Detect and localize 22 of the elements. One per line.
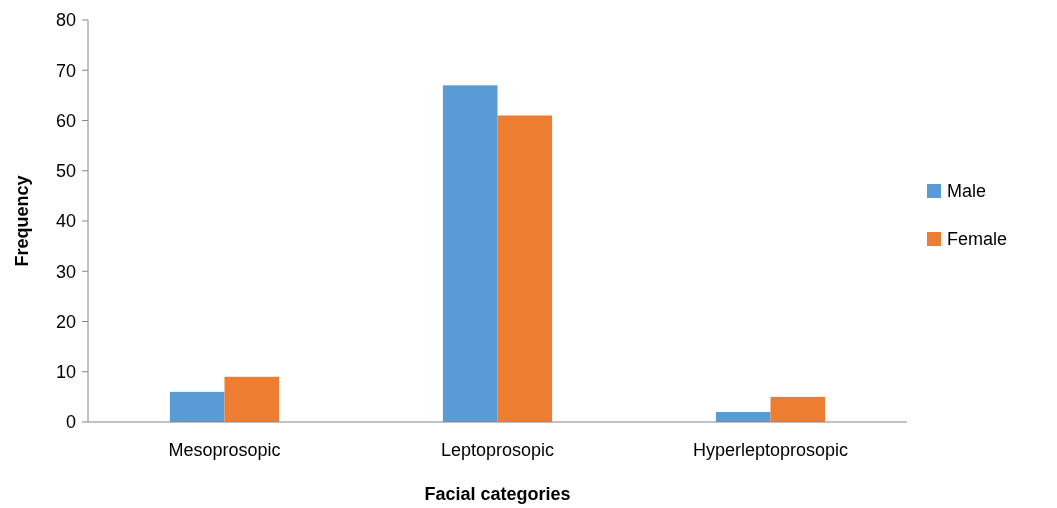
y-axis-title: Frequency bbox=[12, 175, 32, 267]
x-axis-title: Facial categories bbox=[424, 484, 571, 504]
y-tick-label: 50 bbox=[55, 161, 76, 182]
y-tick-label: 10 bbox=[55, 362, 76, 383]
legend-label: Male bbox=[947, 181, 987, 202]
bar bbox=[715, 411, 771, 422]
y-tick-label: 70 bbox=[55, 60, 76, 81]
y-tick-label: 80 bbox=[55, 10, 76, 31]
x-tick-label: Mesoprosopic bbox=[168, 440, 281, 460]
x-tick-label: Hyperleptoprosopic bbox=[692, 440, 849, 460]
bar bbox=[497, 115, 553, 422]
bar bbox=[442, 85, 498, 422]
legend-label: Female bbox=[947, 229, 1008, 250]
y-tick-label: 40 bbox=[55, 211, 76, 232]
y-tick-label: 60 bbox=[55, 110, 76, 131]
x-tick-label: Leptoprosopic bbox=[440, 440, 555, 460]
bar bbox=[169, 391, 225, 422]
bar bbox=[224, 376, 280, 422]
y-tick-label: 30 bbox=[55, 261, 76, 282]
y-tick-label: 20 bbox=[55, 311, 76, 332]
y-tick-label: 0 bbox=[65, 412, 76, 433]
bar bbox=[770, 396, 826, 422]
